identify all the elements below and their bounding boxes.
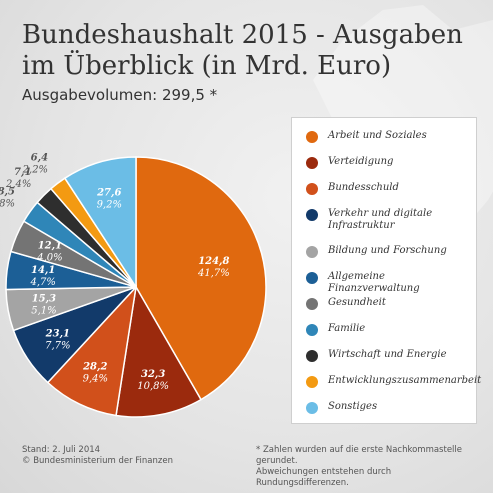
slice-percent-label: 2,8% xyxy=(0,198,15,209)
footer-source: Stand: 2. Juli 2014 © Bundesministerium … xyxy=(22,445,173,467)
slice-percent-label: 41,7% xyxy=(197,268,230,279)
legend-swatch xyxy=(306,324,318,336)
footer-copyright: © Bundesministerium der Finanzen xyxy=(22,456,173,466)
slice-percent-label: 9,2% xyxy=(97,199,122,210)
legend-item: Wirtschaft und Energie xyxy=(306,349,468,362)
legend-swatch xyxy=(306,272,318,284)
legend-item: Gesundheit xyxy=(306,297,468,310)
slice-value-label: 14,1 xyxy=(31,265,55,276)
legend-item: Bundesschuld xyxy=(306,182,468,195)
slice-percent-label: 10,8% xyxy=(137,381,169,392)
legend-label: Entwicklungszusammenarbeit xyxy=(328,375,482,386)
legend-item: Familie xyxy=(306,323,468,336)
legend-swatch xyxy=(306,376,318,388)
legend-item: Verteidigung xyxy=(306,156,468,169)
slice-percent-label: 7,7% xyxy=(45,341,70,352)
legend-swatch xyxy=(306,246,318,258)
legend-label: Wirtschaft und Energie xyxy=(328,349,447,360)
legend-item: Verkehr und digitale Infrastruktur xyxy=(306,208,468,232)
page-title: Bundeshaushalt 2015 - Ausgaben im Überbl… xyxy=(22,20,463,81)
slice-value-label: 12,1 xyxy=(38,240,62,251)
slice-value-label: 23,1 xyxy=(45,329,70,340)
footer-note-line2: Abweichungen entstehen durch Rundungsdif… xyxy=(256,467,392,488)
legend-label: Bildung und Forschung xyxy=(328,245,447,256)
footer-note-line1: * Zahlen wurden auf die erste Nachkommas… xyxy=(256,445,463,466)
slice-percent-label: 4,0% xyxy=(36,252,62,263)
legend-item: Sonstiges xyxy=(306,401,468,414)
legend-swatch xyxy=(306,350,318,362)
slice-percent-label: 4,7% xyxy=(29,277,55,288)
legend-item: Arbeit und Soziales xyxy=(306,130,468,143)
legend-swatch xyxy=(306,183,318,195)
legend-swatch xyxy=(306,298,318,310)
page-subtitle: Ausgabevolumen: 299,5 * xyxy=(22,86,218,104)
legend-swatch xyxy=(306,209,318,221)
legend-swatch xyxy=(306,402,318,414)
legend-item: Allgemeine Finanzverwaltung xyxy=(306,271,468,295)
pie-slice xyxy=(135,156,267,401)
legend-item: Bildung und Forschung xyxy=(306,245,468,258)
pie-slice xyxy=(63,156,137,290)
slice-percent-label: 2,2% xyxy=(22,164,48,175)
legend-item: Entwicklungszusammenarbeit xyxy=(306,375,482,388)
legend-label: Familie xyxy=(328,323,366,334)
slice-value-label: 124,8 xyxy=(198,256,229,267)
legend-swatch xyxy=(306,157,318,169)
slice-value-label: 6,4 xyxy=(31,152,48,163)
legend-label: Gesundheit xyxy=(328,297,386,308)
legend-label: Allgemeine Finanzverwaltung xyxy=(328,271,420,294)
slice-value-label: 8,5 xyxy=(0,186,15,197)
legend-label: Sonstiges xyxy=(328,401,378,412)
legend-label: Arbeit und Soziales xyxy=(328,130,427,141)
slice-value-label: 28,2 xyxy=(82,361,107,372)
slice-value-label: 32,3 xyxy=(141,369,165,380)
legend-label: Verkehr und digitale Infrastruktur xyxy=(328,208,433,231)
footer-stand: Stand: 2. Juli 2014 xyxy=(22,445,101,455)
slice-value-label: 27,6 xyxy=(96,187,121,198)
pie-slice xyxy=(46,284,138,417)
slice-value-label: 7,1 xyxy=(14,167,31,178)
slice-percent-label: 2,4% xyxy=(5,179,31,190)
legend-label: Bundesschuld xyxy=(328,182,399,193)
legend-swatch xyxy=(306,131,318,143)
footer-note: * Zahlen wurden auf die erste Nachkommas… xyxy=(256,445,486,489)
slice-percent-label: 9,4% xyxy=(83,373,108,384)
slice-percent-label: 5,1% xyxy=(31,306,56,317)
legend-label: Verteidigung xyxy=(328,156,394,167)
slice-value-label: 15,3 xyxy=(32,294,56,305)
pie-slice xyxy=(115,284,203,418)
chart-legend: Arbeit und Soziales Verteidigung Bundessch… xyxy=(291,117,482,424)
